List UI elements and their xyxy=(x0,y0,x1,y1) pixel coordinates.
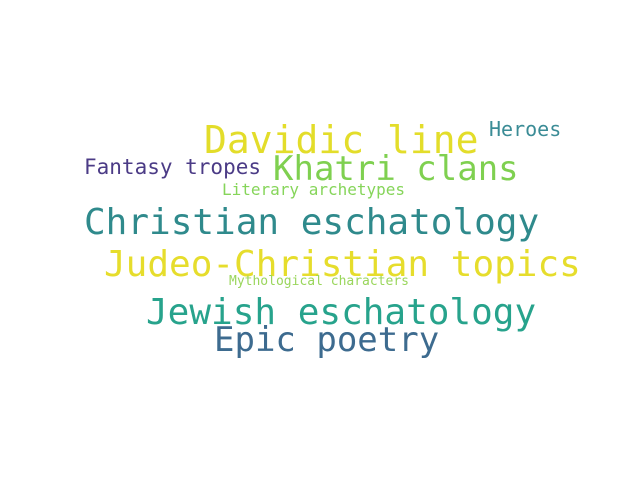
word-davidic-line: Davidic line xyxy=(204,118,479,162)
word-epic-poetry: Epic poetry xyxy=(214,320,440,360)
word-christian-eschatology: Christian eschatology xyxy=(84,202,540,243)
word-judeo-christian-topics: Judeo-Christian topics xyxy=(104,244,581,285)
word-fantasy-tropes: Fantasy tropes xyxy=(84,155,262,179)
word-jewish-eschatology: Jewish eschatology xyxy=(146,292,537,333)
word-khatri-clans: Khatri clans xyxy=(273,149,519,189)
word-literary-archetypes: Literary archetypes xyxy=(222,180,406,199)
word-heroes: Heroes xyxy=(489,117,562,141)
word-mythological-characters: Mythological characters xyxy=(229,274,410,289)
